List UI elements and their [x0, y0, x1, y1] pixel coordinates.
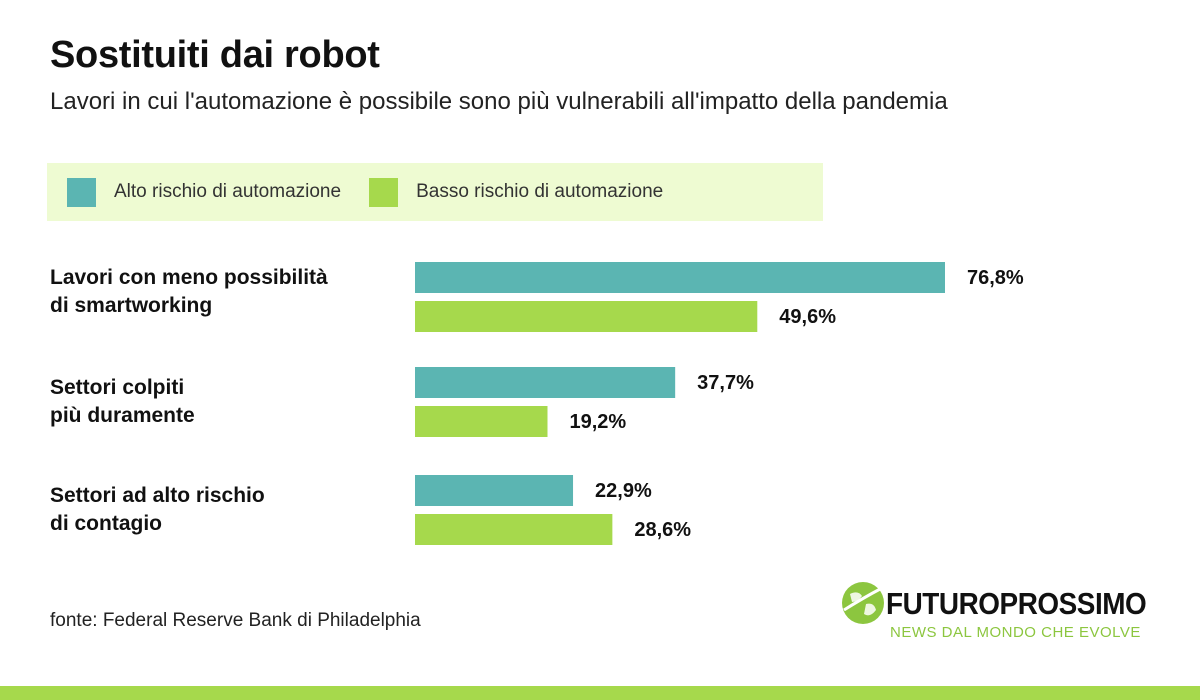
value-label-basso-rischio-contagio: 28,6%	[634, 519, 691, 541]
source-note: fonte: Federal Reserve Bank di Philadelp…	[50, 610, 421, 631]
value-label-alto-smartworking: 76,8%	[967, 267, 1024, 289]
logo: FUTUROPROSSIMO NEWS DAL MONDO CHE EVOLVE	[840, 580, 1150, 650]
legend-label-low: Basso rischio di automazione	[416, 181, 664, 202]
legend-swatch-high	[67, 177, 96, 207]
value-label-basso-settori-colpiti: 19,2%	[570, 411, 627, 433]
bar-alto-rischio-contagio	[415, 475, 574, 506]
logo-wordmark: FUTUROPROSSIMO	[886, 586, 1147, 621]
category-label-settori-colpiti: Settori colpiti più duramente	[50, 376, 195, 427]
globe-icon	[842, 582, 884, 624]
bar-alto-smartworking	[415, 262, 945, 293]
chart-title: Sostituiti dai robot	[50, 34, 380, 76]
legend-item-high: Alto rischio di automazione	[67, 177, 342, 207]
bar-basso-settori-colpiti	[415, 406, 548, 437]
bottom-band	[0, 686, 1200, 700]
value-label-alto-settori-colpiti: 37,7%	[697, 372, 754, 394]
legend-item-low: Basso rischio di automazione	[369, 177, 664, 207]
bar-basso-smartworking	[415, 301, 758, 332]
category-label-smartworking: Lavori con meno possibilità di smartwork…	[50, 266, 328, 317]
logo-tagline: NEWS DAL MONDO CHE EVOLVE	[890, 624, 1141, 641]
category-label-rischio-contagio: Settori ad alto rischio di contagio	[50, 484, 265, 535]
legend: Alto rischio di automazione Basso rischi…	[47, 163, 823, 221]
value-label-basso-smartworking: 49,6%	[779, 306, 836, 328]
value-label-alto-rischio-contagio: 22,9%	[595, 480, 652, 502]
legend-label-high: Alto rischio di automazione	[114, 181, 342, 202]
legend-swatch-low	[369, 177, 399, 207]
chart-subtitle: Lavori in cui l'automazione è possibile …	[50, 88, 948, 115]
bar-basso-rischio-contagio	[415, 514, 613, 545]
bar-alto-settori-colpiti	[415, 367, 676, 398]
